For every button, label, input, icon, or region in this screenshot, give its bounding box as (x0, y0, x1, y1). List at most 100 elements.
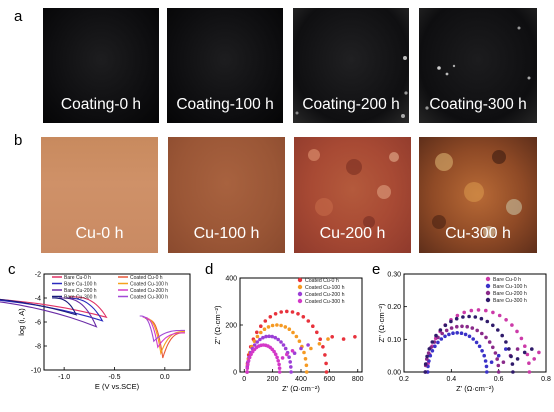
data-point (279, 340, 283, 344)
data-point (463, 332, 468, 337)
y-tick-label: -6 (35, 320, 41, 327)
data-point (480, 331, 484, 336)
photo-label: Coating-0 h (60, 96, 142, 113)
data-point (487, 340, 492, 344)
data-point (263, 319, 268, 323)
data-point (285, 352, 289, 357)
data-point (252, 343, 257, 347)
data-point (291, 330, 295, 335)
data-point (276, 337, 280, 342)
legend-marker (297, 291, 303, 297)
data-point (297, 339, 302, 343)
data-point (296, 312, 300, 316)
x-tick-label: 0 (242, 376, 246, 383)
photo-coating-200h: Coating-200 h (293, 8, 409, 123)
data-point (511, 370, 515, 374)
surface-specks (295, 56, 408, 118)
data-point (309, 346, 313, 351)
data-point (255, 340, 259, 344)
y-tick-label: -10 (31, 368, 41, 375)
data-point (249, 352, 253, 357)
data-point (275, 323, 279, 327)
data-point (341, 337, 346, 341)
data-point (479, 316, 484, 321)
data-point (515, 357, 520, 361)
data-point (262, 327, 267, 331)
data-point (246, 359, 251, 363)
legend-marker (485, 290, 491, 296)
surface-specks (425, 26, 531, 110)
data-point (484, 335, 488, 340)
x-axis-label: Z' (Ω·cm⁻²) (456, 384, 494, 393)
data-point (439, 337, 444, 341)
data-point (330, 335, 334, 339)
data-point (485, 370, 489, 374)
legend-marker (297, 298, 303, 304)
data-point (317, 342, 322, 346)
data-point (462, 310, 466, 315)
legend-label: Coated Cu-200 h (130, 288, 168, 294)
legend-marker (297, 277, 303, 283)
y-tick-label: -4 (35, 296, 41, 303)
x-tick-label: -1.0 (58, 374, 70, 381)
data-point (292, 351, 297, 355)
photo-label: Cu-100 h (193, 225, 260, 242)
polarization-curve (139, 315, 185, 343)
data-point (287, 355, 291, 359)
data-point (304, 370, 309, 374)
data-point (447, 332, 451, 337)
data-point (273, 312, 278, 316)
data-point (283, 325, 288, 329)
data-point (519, 336, 524, 341)
y-tick-label: -8 (35, 344, 41, 351)
data-point (507, 347, 511, 351)
panel-letter-e: e (372, 261, 381, 278)
photo-coating-100h: Coating-100 h (167, 8, 283, 123)
data-point (272, 349, 276, 354)
photo-coating-0h: Coating-0 h (43, 8, 159, 123)
data-point (280, 356, 285, 360)
data-point (306, 319, 311, 323)
legend-marker (485, 276, 491, 282)
x-tick-label: -0.5 (108, 374, 120, 381)
photo-coating-300h: Coating-300 h (419, 8, 537, 123)
data-point (509, 354, 513, 359)
data-point (482, 353, 486, 358)
data-point (476, 308, 481, 312)
data-point (353, 335, 357, 339)
panel-letter-d: d (205, 261, 214, 278)
data-point (255, 334, 260, 339)
y-axis-label: Z'' (Ω·cm⁻²) (213, 305, 222, 345)
y-tick-label: -2 (35, 272, 41, 279)
data-point (306, 343, 310, 347)
x-tick-label: 0.0 (160, 374, 170, 381)
data-point (323, 353, 327, 357)
photo-label: Cu-300 h (445, 225, 511, 242)
y-axis-label: log (i, A) (17, 308, 26, 336)
data-point (245, 370, 249, 374)
data-point (504, 340, 508, 344)
data-point (510, 323, 514, 327)
data-point (440, 331, 444, 336)
data-point (434, 333, 438, 338)
data-point (443, 323, 448, 328)
data-point (261, 335, 265, 340)
data-point (285, 309, 289, 314)
data-point (473, 315, 478, 319)
data-point (264, 334, 268, 339)
data-point (484, 364, 489, 369)
data-point (537, 350, 541, 355)
polarization-curve (144, 317, 185, 356)
data-point (475, 328, 479, 333)
data-point (430, 340, 435, 344)
data-point (465, 324, 469, 329)
data-point (455, 324, 459, 329)
photo-label: Cu-200 h (319, 225, 386, 242)
data-point (273, 335, 278, 340)
data-point (455, 313, 460, 318)
x-tick-label: 800 (352, 376, 364, 383)
photo-cu-300h: Cu-300 h (419, 137, 537, 253)
y-tick-label: 0.00 (387, 370, 401, 377)
legend-label: Coated Cu-300 h (130, 295, 168, 301)
data-point (266, 325, 271, 329)
